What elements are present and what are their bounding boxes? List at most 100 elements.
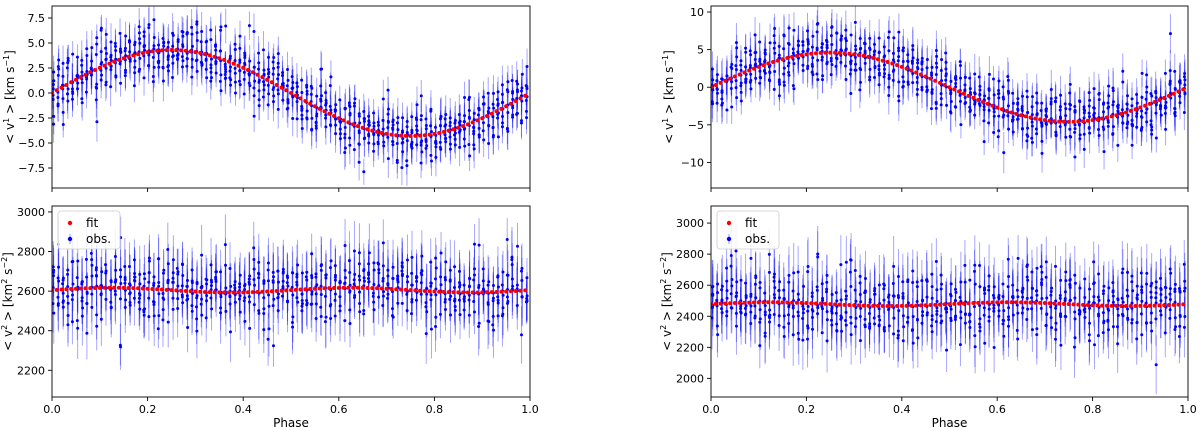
- fit-point: [437, 289, 442, 294]
- obs-point: [968, 87, 972, 91]
- obs-point: [787, 61, 791, 65]
- obs-point: [253, 283, 257, 287]
- obs-point: [128, 292, 132, 296]
- obs-point: [434, 324, 438, 328]
- obs-point: [343, 125, 347, 129]
- obs-point: [897, 46, 901, 50]
- obs-point: [524, 84, 528, 88]
- obs-point: [1140, 125, 1144, 129]
- obs-point: [1030, 95, 1034, 99]
- obs-point: [844, 39, 848, 43]
- fit-point: [1104, 115, 1109, 120]
- obs-point: [749, 78, 753, 82]
- obs-point: [66, 87, 70, 91]
- fit-point: [432, 289, 437, 294]
- obs-point: [792, 62, 796, 66]
- obs-point: [300, 271, 304, 275]
- obs-point: [982, 105, 986, 109]
- obs-point: [1020, 127, 1024, 131]
- y-tick-label: 2200: [17, 364, 45, 377]
- fit-point: [461, 290, 466, 295]
- obs-point: [238, 69, 242, 73]
- obs-point: [739, 81, 743, 85]
- obs-point: [195, 58, 199, 62]
- obs-point: [320, 67, 324, 71]
- obs-point: [238, 46, 242, 50]
- obs-point: [1125, 94, 1129, 98]
- fit-point: [761, 63, 766, 68]
- obs-point: [253, 79, 257, 83]
- obs-point: [806, 37, 810, 41]
- obs-point: [151, 300, 155, 304]
- obs-point: [987, 96, 991, 100]
- obs-point: [1101, 110, 1105, 114]
- obs-point: [520, 266, 524, 270]
- obs-point: [119, 50, 123, 54]
- obs-point: [262, 312, 266, 316]
- obs-point: [204, 40, 208, 44]
- fit-point: [1095, 117, 1100, 122]
- obs-point: [266, 337, 270, 341]
- obs-point: [491, 133, 495, 137]
- fit-point: [1071, 119, 1076, 124]
- obs-point: [138, 282, 142, 286]
- obs-point: [252, 267, 256, 271]
- obs-point: [266, 279, 270, 283]
- obs-point: [491, 314, 495, 318]
- obs-point: [511, 97, 515, 101]
- obs-point: [911, 81, 915, 85]
- obs-point: [94, 98, 98, 102]
- obs-point: [877, 71, 881, 75]
- obs-point: [1044, 113, 1048, 117]
- obs-point: [233, 286, 237, 290]
- fit-point: [484, 290, 489, 295]
- obs-point: [358, 301, 362, 305]
- obs-point: [444, 260, 448, 264]
- obs-point: [56, 102, 60, 106]
- obs-point: [296, 263, 300, 267]
- obs-point: [195, 22, 199, 26]
- obs-point: [185, 64, 189, 68]
- obs-point: [176, 58, 180, 62]
- obs-point: [438, 312, 442, 316]
- obs-point: [147, 256, 151, 260]
- obs-point: [381, 294, 385, 298]
- obs-point: [424, 301, 428, 305]
- fit-point: [408, 134, 413, 138]
- obs-point: [128, 59, 132, 63]
- obs-point: [978, 84, 982, 88]
- fit-point: [437, 130, 442, 135]
- legend-label-fit: fit: [86, 216, 99, 230]
- fit-point: [1147, 101, 1152, 106]
- obs-point: [773, 26, 777, 30]
- fit-point: [212, 54, 217, 59]
- obs-point: [510, 255, 514, 259]
- obs-point: [304, 275, 308, 279]
- obs-point: [820, 55, 824, 59]
- obs-point: [939, 103, 943, 107]
- obs-point: [1111, 86, 1115, 90]
- obs-point: [1068, 102, 1072, 106]
- fit-point: [69, 286, 74, 291]
- obs-point: [782, 33, 786, 37]
- obs-point: [238, 273, 242, 277]
- obs-point: [395, 142, 399, 146]
- fit-point: [59, 85, 64, 90]
- fit-point: [980, 99, 985, 104]
- obs-point: [81, 306, 85, 310]
- obs-point: [510, 277, 514, 281]
- fit-point: [265, 77, 270, 82]
- obs-point: [720, 97, 724, 101]
- obs-point: [410, 255, 414, 259]
- obs-point: [61, 97, 65, 101]
- obs-point: [214, 71, 218, 75]
- obs-point: [1168, 81, 1172, 85]
- obs-point: [1140, 95, 1144, 99]
- obs-point: [1007, 127, 1011, 131]
- obs-point: [276, 77, 280, 81]
- obs-point: [777, 56, 781, 60]
- obs-point: [95, 86, 99, 90]
- series-fit: [52, 285, 528, 295]
- obs-point: [89, 67, 93, 71]
